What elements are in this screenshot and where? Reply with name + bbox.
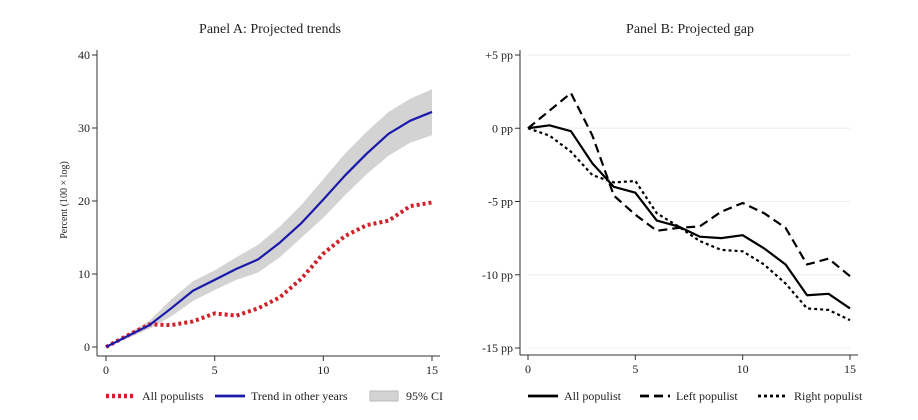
y-tick-label: 20 <box>78 194 90 208</box>
series-line-1 <box>105 110 433 348</box>
y-tick-label: -5 pp <box>488 195 513 209</box>
legend-label: Left populist <box>676 389 738 403</box>
x-tick-label: 10 <box>737 362 749 376</box>
y-tick-label: +5 pp <box>485 48 513 62</box>
y-tick-label: 30 <box>78 121 90 135</box>
panel-a: 0 10 20 30 40 0 5 10 15 All populists Trend in oth… <box>78 48 443 403</box>
x-tick-label: 5 <box>212 363 218 377</box>
series-line-2 <box>527 127 851 322</box>
legend-label: Right populist <box>794 389 863 403</box>
series-line-0 <box>527 124 851 310</box>
x-tick-label: 15 <box>426 363 438 377</box>
legend-label: Trend in other years <box>251 389 348 403</box>
y-tick-label: -10 pp <box>482 268 513 282</box>
x-tick-label: 0 <box>525 362 531 376</box>
y-tick-label: 0 pp <box>492 121 513 135</box>
x-tick-label: 10 <box>317 363 329 377</box>
y-tick-label: 0 <box>84 340 90 354</box>
series-line-0 <box>105 200 433 349</box>
ci-band <box>106 89 432 347</box>
x-tick-label: 5 <box>632 362 638 376</box>
legend-label: 95% CI <box>406 389 443 403</box>
panel-b: -15 pp -10 pp -5 pp 0 pp +5 pp 0 5 10 15 All popu… <box>482 48 863 403</box>
legend-label: All populists <box>142 389 204 403</box>
series-line-1 <box>527 91 851 278</box>
legend-swatch <box>369 390 399 402</box>
panel-b-title: Panel B: Projected gap <box>626 22 754 37</box>
legend-label: All populist <box>564 389 622 403</box>
panel-a-ylabel: Percent (100 × log) <box>59 161 70 239</box>
panel-a-title: Panel A: Projected trends <box>199 22 341 37</box>
x-tick-label: 15 <box>844 362 856 376</box>
y-tick-label: 10 <box>78 267 90 281</box>
y-tick-label: -15 pp <box>482 341 513 355</box>
x-tick-label: 0 <box>103 363 109 377</box>
y-tick-label: 40 <box>78 48 90 62</box>
